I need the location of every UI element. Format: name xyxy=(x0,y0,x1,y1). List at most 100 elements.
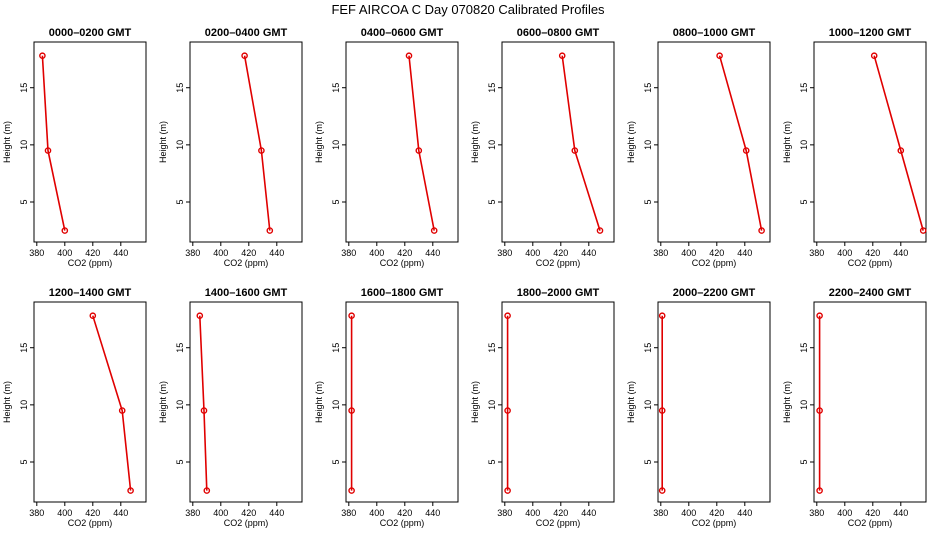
panel-title: 1400–1600 GMT xyxy=(205,287,288,299)
data-point xyxy=(415,147,423,154)
y-tick-label: 15 xyxy=(643,83,653,93)
x-tick-label: 440 xyxy=(893,248,908,258)
x-tick-label: 420 xyxy=(553,248,568,258)
x-tick-label: 440 xyxy=(893,508,908,518)
y-axis-label: Height (m) xyxy=(158,121,168,163)
panel-title: 0600–0800 GMT xyxy=(517,27,600,39)
x-tick-label: 420 xyxy=(709,248,724,258)
figure-title: FEF AIRCOA C Day 070820 Calibrated Profi… xyxy=(331,2,605,17)
data-point xyxy=(127,487,134,494)
y-tick-label: 10 xyxy=(19,140,29,150)
data-point xyxy=(504,407,511,414)
x-axis-label: CO2 (ppm) xyxy=(224,518,269,528)
y-axis-label: Height (m) xyxy=(626,381,636,423)
x-tick-label: 420 xyxy=(241,508,256,518)
profile-line xyxy=(243,55,271,231)
x-tick-label: 400 xyxy=(837,508,852,518)
profile-panel: 0800–1000 GMT 380 400 420 440 5 10 15 CO2 (ppm) H… xyxy=(626,27,771,268)
plot-frame xyxy=(189,41,303,243)
x-tick-label: 420 xyxy=(85,508,100,518)
x-axis-label: CO2 (ppm) xyxy=(224,258,269,268)
x-tick-label: 440 xyxy=(581,508,596,518)
y-tick-label: 5 xyxy=(331,459,341,464)
data-point xyxy=(44,147,52,154)
x-tick-label: 380 xyxy=(809,508,824,518)
x-axis-label: CO2 (ppm) xyxy=(848,518,893,528)
y-tick-label: 15 xyxy=(331,343,341,353)
plot-frame xyxy=(813,41,927,243)
x-tick-label: 380 xyxy=(29,508,44,518)
plot-frame xyxy=(345,41,459,243)
data-point xyxy=(596,227,604,234)
y-tick-label: 10 xyxy=(643,400,653,410)
x-tick-label: 380 xyxy=(497,248,512,258)
profile-line xyxy=(199,315,208,491)
profile-panel: 0600–0800 GMT 380 400 420 440 5 10 15 CO2 (ppm) H… xyxy=(470,27,615,268)
data-point xyxy=(919,227,927,234)
data-point xyxy=(658,407,666,414)
x-tick-label: 380 xyxy=(653,508,668,518)
data-point xyxy=(742,147,750,154)
profile-panel: 1800–2000 GMT 380 400 420 440 5 10 15 CO2 (ppm) H… xyxy=(470,287,615,528)
plot-frame xyxy=(33,301,147,503)
y-tick-label: 5 xyxy=(643,199,653,204)
y-tick-label: 15 xyxy=(331,83,341,93)
x-tick-label: 400 xyxy=(525,248,540,258)
panels-grid: 0000–0200 GMT 380 400 420 440 5 10 15 CO2 (ppm) H… xyxy=(2,27,927,528)
x-tick-label: 420 xyxy=(241,248,256,258)
y-tick-label: 5 xyxy=(487,199,497,204)
data-point xyxy=(348,487,355,494)
y-axis-label: Height (m) xyxy=(314,121,324,163)
data-point xyxy=(816,312,823,320)
data-point xyxy=(39,52,46,60)
profile-panel: 2000–2200 GMT 380 400 420 440 5 10 15 CO2 (ppm) H… xyxy=(626,287,771,528)
panel-title: 1200–1400 GMT xyxy=(49,287,132,299)
x-tick-label: 380 xyxy=(29,248,44,258)
x-tick-label: 440 xyxy=(269,248,284,258)
x-tick-label: 420 xyxy=(397,508,412,518)
x-tick-label: 440 xyxy=(113,508,128,518)
data-point xyxy=(61,227,69,234)
data-point xyxy=(816,487,823,494)
data-point xyxy=(504,487,511,494)
profile-panel: 2200–2400 GMT 380 400 420 440 5 10 15 CO2 (ppm) H… xyxy=(782,287,927,528)
y-tick-label: 10 xyxy=(175,140,185,150)
y-tick-label: 15 xyxy=(19,343,29,353)
y-tick-label: 5 xyxy=(175,199,185,204)
y-tick-label: 10 xyxy=(643,140,653,150)
profile-panel: 0200–0400 GMT 380 400 420 440 5 10 15 CO2 (ppm) H… xyxy=(158,27,303,268)
y-tick-label: 15 xyxy=(643,343,653,353)
panel-title: 1000–1200 GMT xyxy=(829,27,912,39)
y-tick-label: 5 xyxy=(487,459,497,464)
x-tick-label: 420 xyxy=(553,508,568,518)
y-tick-label: 5 xyxy=(19,199,29,204)
x-axis-label: CO2 (ppm) xyxy=(692,258,737,268)
x-axis-label: CO2 (ppm) xyxy=(380,258,425,268)
profile-panel: 1400–1600 GMT 380 400 420 440 5 10 15 CO2 (ppm) H… xyxy=(158,287,303,528)
x-tick-label: 400 xyxy=(681,248,696,258)
data-point xyxy=(348,312,355,320)
y-tick-label: 15 xyxy=(799,83,809,93)
x-tick-label: 420 xyxy=(865,248,880,258)
profile-panel: 1000–1200 GMT 380 400 420 440 5 10 15 CO2 (ppm) H… xyxy=(782,27,927,268)
y-axis-label: Height (m) xyxy=(314,381,324,423)
data-point xyxy=(200,407,208,414)
data-point xyxy=(203,487,211,494)
x-axis-label: CO2 (ppm) xyxy=(536,258,581,268)
y-tick-label: 5 xyxy=(19,459,29,464)
panel-title: 0200–0400 GMT xyxy=(205,27,288,39)
y-tick-label: 10 xyxy=(487,400,497,410)
x-tick-label: 400 xyxy=(681,508,696,518)
plot-frame xyxy=(189,301,303,503)
panel-title: 0000–0200 GMT xyxy=(49,27,132,39)
x-tick-label: 400 xyxy=(837,248,852,258)
y-axis-label: Height (m) xyxy=(2,381,12,423)
y-tick-label: 15 xyxy=(19,83,29,93)
data-point xyxy=(348,407,355,414)
data-point xyxy=(405,52,413,60)
profile-line xyxy=(408,55,435,231)
x-tick-label: 400 xyxy=(57,508,72,518)
profile-panel: 1200–1400 GMT 380 400 420 440 5 10 15 CO2 (ppm) H… xyxy=(2,287,147,528)
data-point xyxy=(118,407,126,414)
